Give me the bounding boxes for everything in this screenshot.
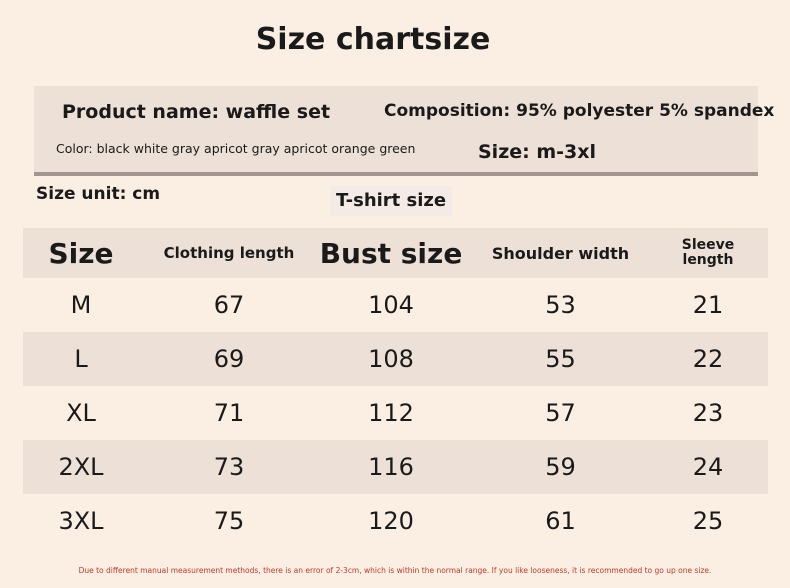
cell-bust-size: 104 xyxy=(368,291,414,319)
table-row: XL 71 112 57 23 xyxy=(23,386,768,440)
cell-shoulder-width: 57 xyxy=(545,399,576,427)
cell-sleeve-length: 21 xyxy=(692,291,724,319)
size-table: Size Clothing length Bust size Shoulder … xyxy=(23,228,768,548)
cell-clothing-length: 73 xyxy=(213,453,245,481)
cell-sleeve-length: 23 xyxy=(692,399,724,427)
table-row: M 67 104 53 21 xyxy=(23,278,768,332)
product-name: Product name: waffle set xyxy=(62,101,331,123)
header-sleeve-length: Sleeve length xyxy=(681,237,735,268)
cell-shoulder-width: 55 xyxy=(545,345,576,373)
table-header-row: Size Clothing length Bust size Shoulder … xyxy=(23,228,768,278)
measurement-footnote: Due to different manual measurement meth… xyxy=(78,566,712,575)
cell-bust-size: 108 xyxy=(368,345,414,373)
table-row: 3XL 75 120 61 25 xyxy=(23,494,768,548)
cell-sleeve-length: 25 xyxy=(692,507,724,535)
page-title: Size chartsize xyxy=(255,22,491,57)
cell-size: 2XL xyxy=(58,453,104,481)
cell-shoulder-width: 53 xyxy=(545,291,576,319)
size-range: Size: m-3xl xyxy=(478,141,597,163)
size-unit: Size unit: cm xyxy=(36,184,161,204)
cell-shoulder-width: 61 xyxy=(545,507,576,535)
cell-bust-size: 116 xyxy=(368,453,414,481)
cell-bust-size: 112 xyxy=(368,399,414,427)
color-options: Color: black white gray apricot gray apr… xyxy=(56,141,416,156)
header-clothing-length: Clothing length xyxy=(163,244,295,262)
cell-bust-size: 120 xyxy=(368,507,414,535)
cell-clothing-length: 67 xyxy=(213,291,245,319)
table-row: L 69 108 55 22 xyxy=(23,332,768,386)
header-bust-size: Bust size xyxy=(319,236,463,270)
table-label: T-shirt size xyxy=(330,186,453,216)
header-shoulder-width: Shoulder width xyxy=(491,243,630,263)
cell-size: 3XL xyxy=(58,507,104,535)
composition: Composition: 95% polyester 5% spandex xyxy=(384,101,775,121)
info-divider xyxy=(34,172,758,176)
cell-clothing-length: 71 xyxy=(213,399,245,427)
cell-size: M xyxy=(70,291,92,319)
header-size: Size xyxy=(48,236,114,270)
cell-sleeve-length: 22 xyxy=(692,345,724,373)
cell-size: XL xyxy=(66,399,96,427)
cell-clothing-length: 69 xyxy=(213,345,245,373)
product-info-panel xyxy=(34,86,758,172)
table-row: 2XL 73 116 59 24 xyxy=(23,440,768,494)
cell-shoulder-width: 59 xyxy=(545,453,576,481)
cell-size: L xyxy=(74,345,88,373)
cell-clothing-length: 75 xyxy=(213,507,245,535)
cell-sleeve-length: 24 xyxy=(692,453,724,481)
